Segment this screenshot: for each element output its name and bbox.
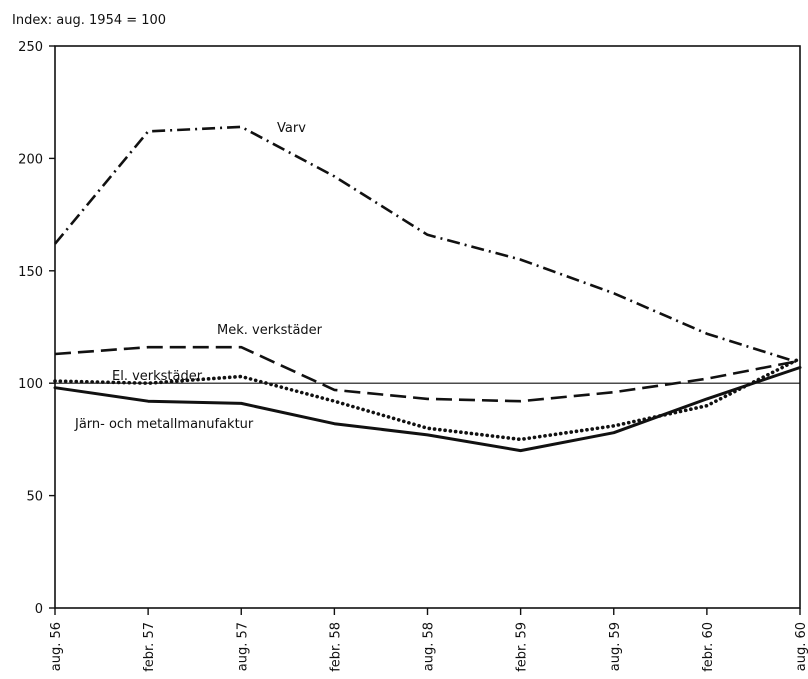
y-tick-label: 0	[35, 602, 43, 617]
x-tick-label: aug. 57	[235, 622, 250, 671]
x-tick-label: aug. 58	[422, 622, 437, 671]
y-tick-label: 150	[18, 265, 43, 280]
x-tick-label: febr. 58	[328, 622, 343, 672]
x-tick-label: febr. 57	[142, 622, 157, 672]
y-tick-label: 250	[18, 40, 43, 55]
series-line-jarn-och-metallmanufaktur	[53, 366, 802, 453]
x-tick-label: aug. 59	[608, 622, 623, 671]
x-tick-label: aug. 56	[49, 622, 64, 671]
series-label-jarn-och-metallmanufaktur: Järn- och metallmanufaktur	[74, 417, 254, 432]
x-tick-label: aug. 60	[794, 622, 808, 671]
series-labels: Varv Mek. verkstäder El. verkstäder Järn…	[74, 121, 323, 432]
y-tick-label: 100	[18, 377, 43, 392]
series-line-el-verkstader	[53, 356, 802, 442]
series-line-varv	[53, 125, 801, 365]
x-tick-label: febr. 59	[515, 622, 530, 672]
series-label-el-verkstader: El. verkstäder	[112, 369, 203, 384]
y-tick-label: 50	[26, 490, 43, 505]
x-tick-label: febr. 60	[701, 622, 716, 672]
series-label-varv: Varv	[277, 121, 306, 136]
axes-group: 0 50 100 150 200 250 aug. 56 febr. 57 aug. 57 feb…	[18, 40, 808, 672]
y-axis-title: Index: aug. 1954 = 100	[12, 13, 166, 28]
y-tick-label: 200	[18, 152, 43, 167]
series-line-mek-verkstader	[54, 345, 801, 403]
series-group	[53, 125, 802, 453]
series-label-mek-verkstader: Mek. verkstäder	[217, 323, 323, 338]
